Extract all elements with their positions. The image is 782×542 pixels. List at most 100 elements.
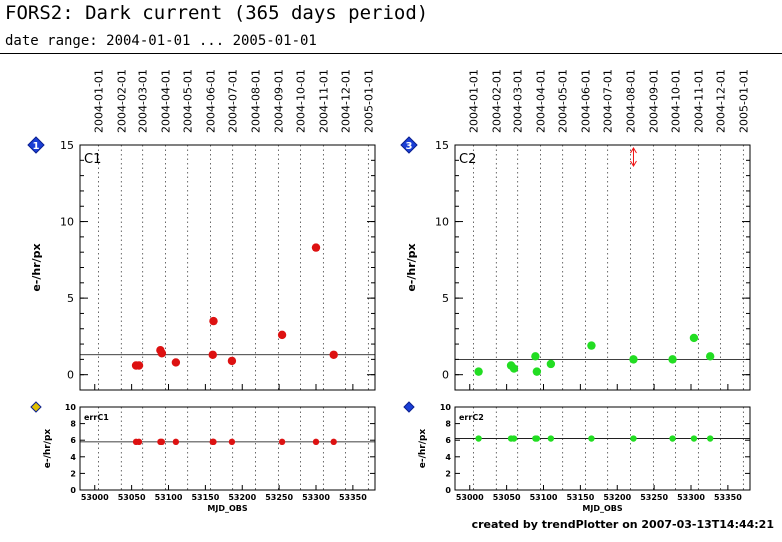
- date-tick-label-1-9: 2004-10-01: [670, 69, 683, 133]
- y-tick-label: 10: [435, 216, 449, 229]
- err-point-C2-7: [630, 435, 637, 442]
- date-range-subtitle: date range: 2004-01-01 ... 2005-01-01: [5, 33, 317, 49]
- err-y-axis-label: e-/hr/px: [43, 429, 53, 469]
- x-tick-label: 53150: [566, 493, 594, 502]
- err-point-C2-5: [547, 435, 555, 442]
- data-point-C2-9: [689, 333, 699, 343]
- err-y-tick-label: 2: [70, 469, 76, 478]
- date-tick-label-1-8: 2004-09-01: [647, 69, 660, 133]
- data-point-C2-6: [587, 341, 596, 350]
- panel-badge-diamond: [400, 136, 418, 154]
- date-tick-label-1-0: 2004-01-01: [467, 69, 480, 133]
- date-tick-label-1-1: 2004-02-01: [490, 69, 503, 133]
- x-tick-label: 53100: [155, 493, 183, 502]
- data-point-C2-0: [474, 367, 483, 376]
- x-tick-label: 53200: [603, 493, 631, 502]
- x-axis-label: MJD_OBS: [582, 504, 622, 513]
- err-point-C1-10: [330, 438, 337, 446]
- x-tick-label: 53000: [456, 493, 484, 502]
- data-point-C1-6: [209, 316, 218, 326]
- date-tick-label-0-10: 2004-11-01: [317, 69, 330, 133]
- date-tick-label-1-3: 2004-04-01: [535, 69, 548, 133]
- err-point-C1-3: [158, 438, 166, 446]
- x-tick-label: 53150: [191, 493, 219, 502]
- date-tick-label-0-4: 2004-05-01: [182, 69, 195, 133]
- date-tick-label-1-2: 2004-03-01: [512, 69, 525, 133]
- err-point-C2-10: [706, 435, 714, 442]
- data-point-C1-7: [227, 356, 237, 366]
- x-tick-label: 53100: [530, 493, 558, 502]
- data-point-C2-8: [668, 355, 677, 364]
- err-y-tick-label: 6: [70, 436, 76, 445]
- date-tick-label-1-5: 2004-06-01: [580, 69, 593, 133]
- err-point-C1-8: [278, 438, 286, 446]
- x-tick-label: 53350: [339, 493, 367, 502]
- err-y-tick-label: 0: [70, 486, 76, 495]
- date-tick-label-1-11: 2004-12-01: [715, 69, 728, 133]
- x-tick-label: 53050: [493, 493, 521, 502]
- outlier-arrow-head: [630, 147, 637, 154]
- data-point-C1-4: [171, 358, 181, 367]
- date-tick-label-1-4: 2004-05-01: [557, 69, 570, 133]
- err-badge-diamond: [403, 401, 415, 413]
- date-tick-label-0-12: 2005-01-01: [362, 69, 375, 133]
- date-tick-label-1-7: 2004-08-01: [625, 69, 638, 133]
- x-axis-label: MJD_OBS: [207, 504, 247, 513]
- y-tick-label: 15: [435, 139, 449, 152]
- y-tick-label: 5: [442, 292, 449, 305]
- err-point-C1-9: [312, 438, 320, 446]
- panel-label-C2: C2: [459, 152, 476, 167]
- date-tick-label-0-1: 2004-02-01: [115, 69, 128, 133]
- err-y-tick-label: 8: [70, 420, 76, 429]
- data-point-C2-7: [629, 355, 638, 364]
- data-point-C2-10: [705, 352, 715, 361]
- data-point-C1-5: [208, 350, 217, 359]
- y-axis-label: e-/hr/px: [405, 243, 418, 291]
- err-y-axis-label: e-/hr/px: [418, 429, 428, 469]
- footer-credit: created by trendPlotter on 2007-03-13T14…: [471, 518, 774, 531]
- err-y-tick-label: 4: [70, 453, 76, 462]
- plot-frame-C2: [454, 144, 751, 391]
- data-point-C2-2: [509, 364, 519, 373]
- y-tick-label: 15: [60, 139, 74, 152]
- y-tick-label: 10: [60, 216, 74, 229]
- date-tick-label-0-7: 2004-08-01: [250, 69, 263, 133]
- x-tick-label: 53300: [302, 493, 330, 502]
- data-point-C2-3: [531, 352, 540, 361]
- err-frame-C2: [454, 406, 751, 491]
- page-title: FORS2: Dark current (365 days period): [5, 2, 429, 24]
- err-point-C2-8: [669, 435, 676, 442]
- x-tick-label: 53250: [265, 493, 293, 502]
- y-tick-label: 0: [442, 369, 449, 382]
- err-frame-C1: [79, 406, 376, 491]
- date-tick-label-0-9: 2004-10-01: [295, 69, 308, 133]
- err-point-C1-6: [210, 438, 217, 446]
- err-point-C2-9: [690, 435, 698, 442]
- date-tick-label-0-11: 2004-12-01: [340, 69, 353, 133]
- err-panel-label: errC2: [459, 413, 484, 422]
- x-tick-label: 53300: [677, 493, 705, 502]
- date-tick-label-0-5: 2004-06-01: [205, 69, 218, 133]
- title-separator: [0, 53, 782, 54]
- data-point-C1-1: [134, 361, 144, 370]
- err-badge-diamond: [30, 401, 42, 413]
- panel-badge-diamond: [27, 136, 45, 154]
- err-point-C1-7: [228, 438, 236, 446]
- panel-label-C1: C1: [84, 152, 101, 167]
- x-tick-label: 53350: [714, 493, 742, 502]
- err-point-C1-1: [135, 438, 143, 446]
- err-y-tick-label: 8: [445, 420, 451, 429]
- data-point-C1-3: [157, 349, 167, 358]
- x-tick-label: 53250: [640, 493, 668, 502]
- data-point-C1-8: [277, 330, 287, 340]
- data-point-C1-9: [311, 243, 321, 252]
- date-tick-label-1-6: 2004-07-01: [602, 69, 615, 133]
- date-tick-label-0-3: 2004-04-01: [160, 69, 173, 133]
- err-point-C2-2: [510, 435, 518, 442]
- err-point-C2-4: [533, 435, 541, 442]
- date-tick-label-0-2: 2004-03-01: [137, 69, 150, 133]
- err-y-tick-label: 0: [445, 486, 451, 495]
- x-tick-label: 53200: [228, 493, 256, 502]
- y-axis-label: e-/hr/px: [30, 243, 43, 291]
